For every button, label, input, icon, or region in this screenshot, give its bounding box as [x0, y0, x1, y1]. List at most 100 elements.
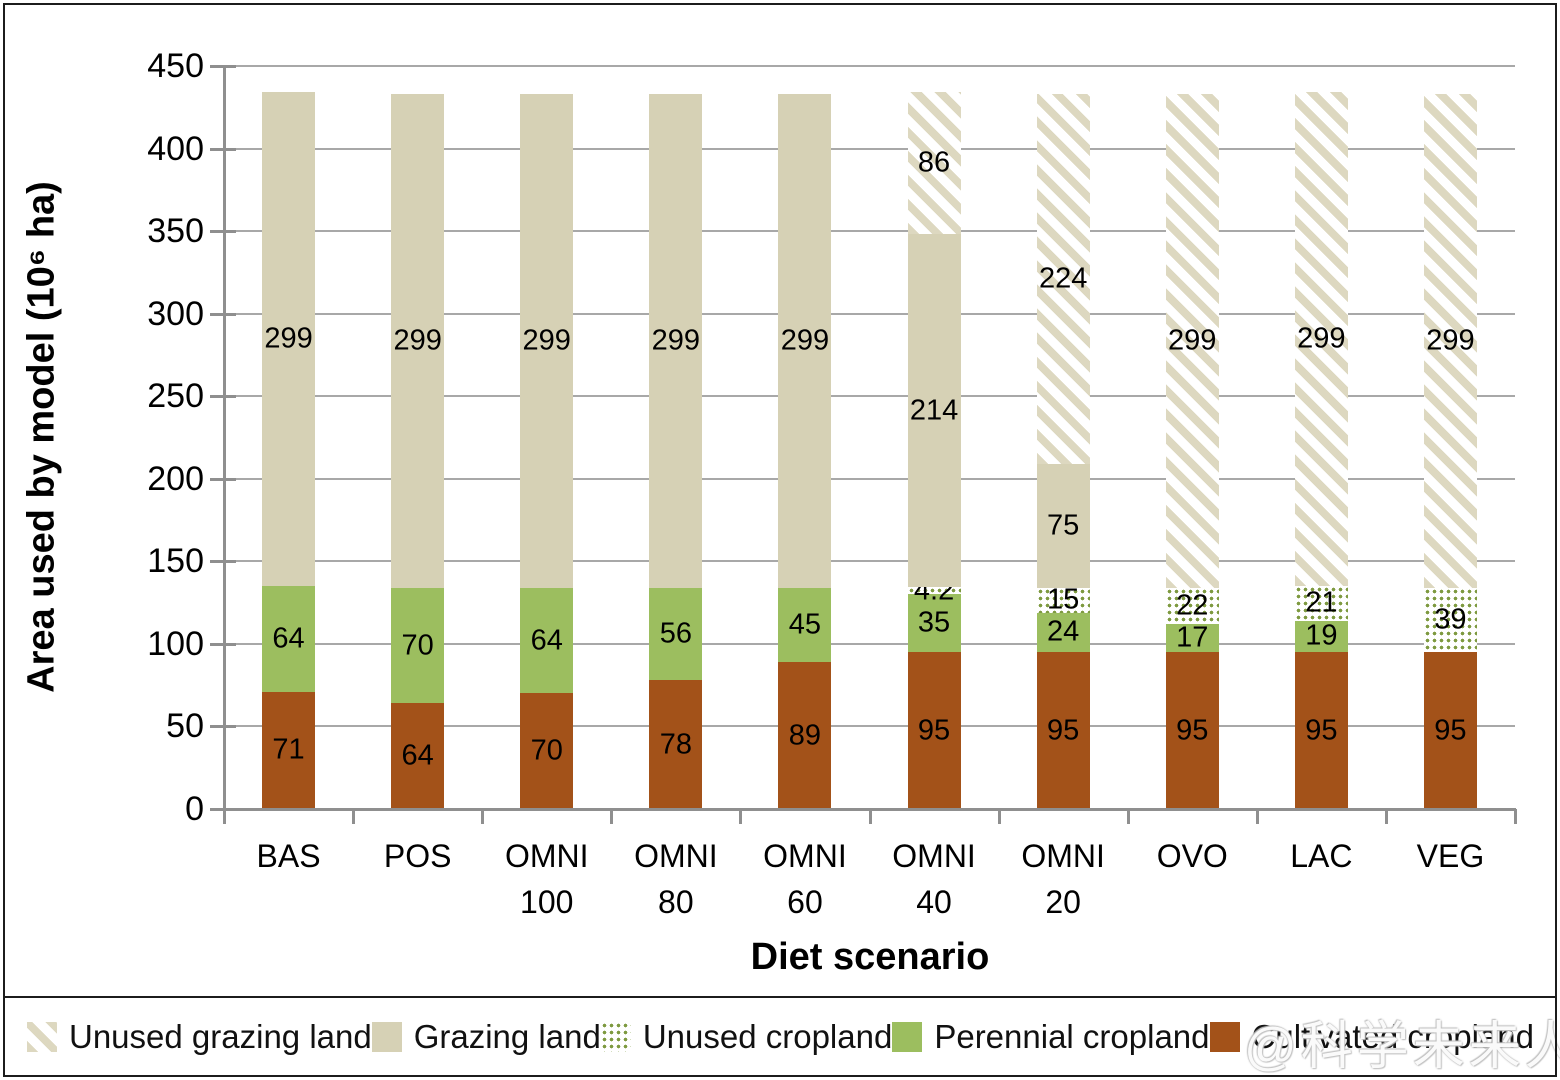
bar-segment	[1036, 587, 1090, 613]
bar-value-label: 19	[1305, 619, 1338, 652]
bar-value-label: 75	[1047, 509, 1080, 542]
bar-segment	[520, 693, 574, 809]
y-axis-tick	[210, 725, 236, 729]
x-axis-tick	[1255, 809, 1259, 824]
legend-label: Unused cropland	[642, 1017, 893, 1055]
bar-segment	[907, 594, 961, 653]
bar-value-label: 299	[393, 324, 442, 357]
bar-value-label: 64	[401, 739, 434, 772]
x-axis-tick	[1384, 809, 1388, 824]
gridline	[224, 65, 1515, 67]
bar-value-label: 21	[1305, 586, 1338, 619]
legend: Unused grazing land Grazing land Unused …	[5, 998, 1555, 1075]
x-category-label: OVO	[1156, 838, 1228, 874]
bar-segment	[1423, 587, 1477, 653]
bar-value-label: 95	[917, 714, 951, 747]
x-category-label: OMNI	[1021, 838, 1105, 874]
bar-segment	[649, 587, 703, 681]
bar-value-label: 64	[530, 624, 563, 657]
legend-item-unused-grazing-land: Unused grazing land	[27, 1018, 372, 1056]
gridline	[224, 230, 1515, 233]
bar-segment	[391, 94, 445, 588]
bar-segment	[1036, 463, 1090, 588]
bar-segment	[520, 587, 574, 694]
bar-value-label: 45	[788, 608, 822, 641]
legend-label: Grazing land	[413, 1017, 601, 1055]
x-category-label: BAS	[256, 838, 321, 874]
y-tick-label: 300	[147, 294, 204, 333]
x-category-label: OMNI	[504, 838, 589, 874]
x-axis-title: Diet scenario	[750, 936, 990, 978]
bar-value-label: 39	[1434, 603, 1467, 636]
bar-segment	[1423, 94, 1477, 588]
bar-segment	[1294, 92, 1348, 587]
bar-value-label: 95	[1047, 714, 1080, 747]
bar-segment	[1036, 612, 1090, 653]
bar-segment	[1294, 586, 1348, 621]
x-category-label: OMNI	[763, 838, 847, 874]
bar-value-label: 64	[272, 622, 305, 655]
bar-segment	[391, 587, 445, 704]
bar-value-label: 71	[272, 733, 305, 766]
x-axis-tick	[997, 809, 1001, 824]
y-tick-label: 200	[147, 459, 204, 498]
bar-segment	[1036, 94, 1090, 464]
y-axis-title: Area used by model (10⁶ ha)	[20, 181, 63, 693]
gridline	[224, 395, 1515, 398]
bar-segment	[907, 587, 961, 595]
bar-value-label: 70	[401, 629, 434, 662]
y-tick-label: 100	[147, 624, 204, 663]
bar-value-label: 224	[1038, 262, 1088, 295]
bar-value-label: 17	[1176, 621, 1209, 654]
y-axis-line	[223, 66, 226, 809]
bar-segment	[1294, 620, 1348, 653]
legend-item-unused-cropland: Unused cropland	[600, 1017, 893, 1056]
y-axis-tick	[210, 395, 236, 399]
bar-segment	[1165, 94, 1219, 588]
gridline	[224, 725, 1515, 728]
x-category-label: 40	[916, 884, 952, 920]
bar-value-label: 70	[530, 734, 563, 767]
gridline	[224, 312, 1515, 315]
cultivated-swatch-icon	[1209, 1021, 1240, 1052]
legend-separator	[3, 996, 1557, 998]
x-axis-tick	[481, 809, 485, 824]
bar-segment	[262, 691, 316, 809]
x-category-label: OMNI	[892, 838, 976, 874]
legend-item-perennial-cropland: Perennial cropland	[892, 1017, 1210, 1056]
bar-segment	[1165, 624, 1219, 653]
bar-value-label: 24	[1047, 615, 1080, 648]
bar-segment	[1423, 652, 1477, 809]
x-axis-tick	[610, 809, 614, 824]
gridline	[224, 642, 1515, 645]
x-axis-tick	[1514, 809, 1517, 824]
bar-segment	[778, 94, 832, 588]
bar-segment	[262, 92, 316, 587]
bar-value-label: 299	[780, 324, 830, 357]
perennial-swatch-icon	[892, 1021, 923, 1052]
bar-value-label: 299	[264, 322, 313, 355]
bar-value-label: 15	[1047, 583, 1080, 616]
y-axis-tick	[210, 65, 236, 68]
bar-value-label: 299	[1297, 322, 1346, 355]
bar-segment	[778, 587, 832, 663]
y-axis-tick	[210, 477, 236, 481]
x-category-label: 80	[658, 884, 694, 920]
grazing-swatch-icon	[371, 1021, 402, 1052]
bar-segment	[1294, 652, 1348, 809]
y-tick-label: 0	[185, 790, 204, 828]
y-tick-label: 450	[147, 47, 204, 85]
x-category-label: VEG	[1416, 838, 1485, 874]
legend-label: Unused grazing land	[69, 1017, 372, 1055]
bar-value-label: 299	[522, 324, 571, 357]
bar-segment	[778, 662, 832, 809]
bar-value-label: 214	[909, 394, 959, 427]
x-category-label: POS	[383, 838, 452, 874]
y-axis-tick	[210, 147, 236, 151]
gridline	[224, 147, 1515, 150]
bar-segment	[520, 94, 574, 588]
legend-label: Perennial cropland	[934, 1017, 1210, 1055]
x-category-label: 100	[520, 884, 574, 920]
y-axis-tick	[210, 312, 236, 316]
